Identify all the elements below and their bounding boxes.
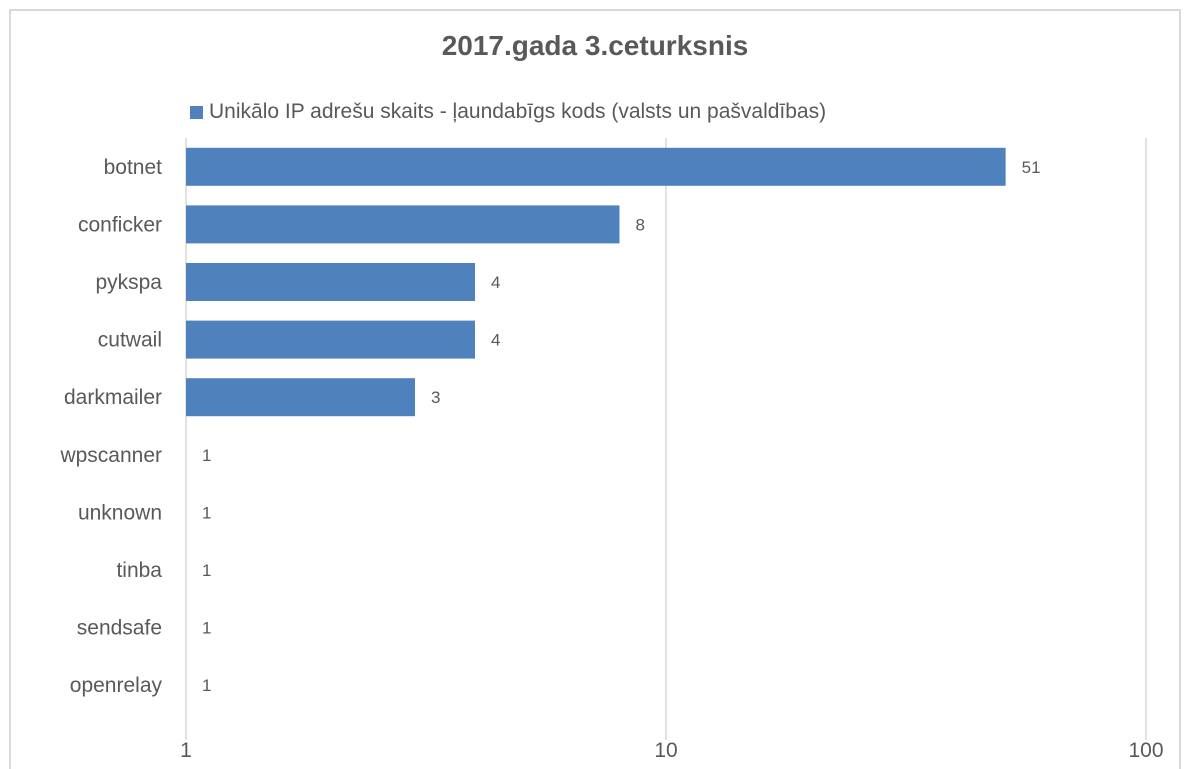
category-label: unknown (78, 501, 162, 524)
category-label: openrelay (70, 674, 163, 697)
bar (186, 320, 475, 359)
x-tick-label: 10 (654, 739, 677, 760)
value-label: 1 (202, 503, 211, 522)
legend-swatch (190, 105, 203, 119)
value-label: 8 (635, 215, 644, 234)
x-tick-label: 1 (180, 739, 192, 760)
category-label: conficker (78, 213, 162, 236)
bar (186, 147, 1006, 186)
chart-title: 2017.gada 3.ceturksnis (441, 30, 749, 61)
category-label: cutwail (98, 329, 162, 352)
legend: Unikālo IP adrešu skaits - ļaundabīgs ko… (190, 100, 826, 124)
bar (186, 263, 475, 301)
value-labels: 51 8 4 4 3 1 1 1 1 1 (202, 158, 1041, 695)
value-label: 4 (491, 273, 500, 292)
value-label: 1 (202, 676, 211, 695)
bars (186, 147, 1006, 417)
category-label: wpscanner (59, 444, 162, 467)
value-label: 1 (202, 446, 211, 465)
value-label: 51 (1022, 158, 1041, 177)
value-label: 1 (202, 619, 211, 638)
category-label: sendsafe (77, 617, 162, 640)
category-label: pykspa (95, 271, 162, 294)
category-labels: botnet conficker pykspa cutwail darkmailer wp… (59, 156, 162, 697)
value-label: 3 (431, 388, 440, 407)
x-tick-labels: 1 10 100 (180, 739, 1163, 760)
category-label: tinba (116, 559, 162, 582)
value-label: 1 (202, 561, 211, 580)
category-label: botnet (104, 156, 163, 179)
legend-label: Unikālo IP adrešu skaits - ļaundabīgs ko… (209, 100, 827, 123)
value-label: 4 (491, 331, 500, 350)
bar (186, 205, 620, 244)
x-tick-label: 100 (1128, 739, 1163, 760)
category-label: darkmailer (64, 386, 162, 409)
bar (186, 378, 416, 417)
